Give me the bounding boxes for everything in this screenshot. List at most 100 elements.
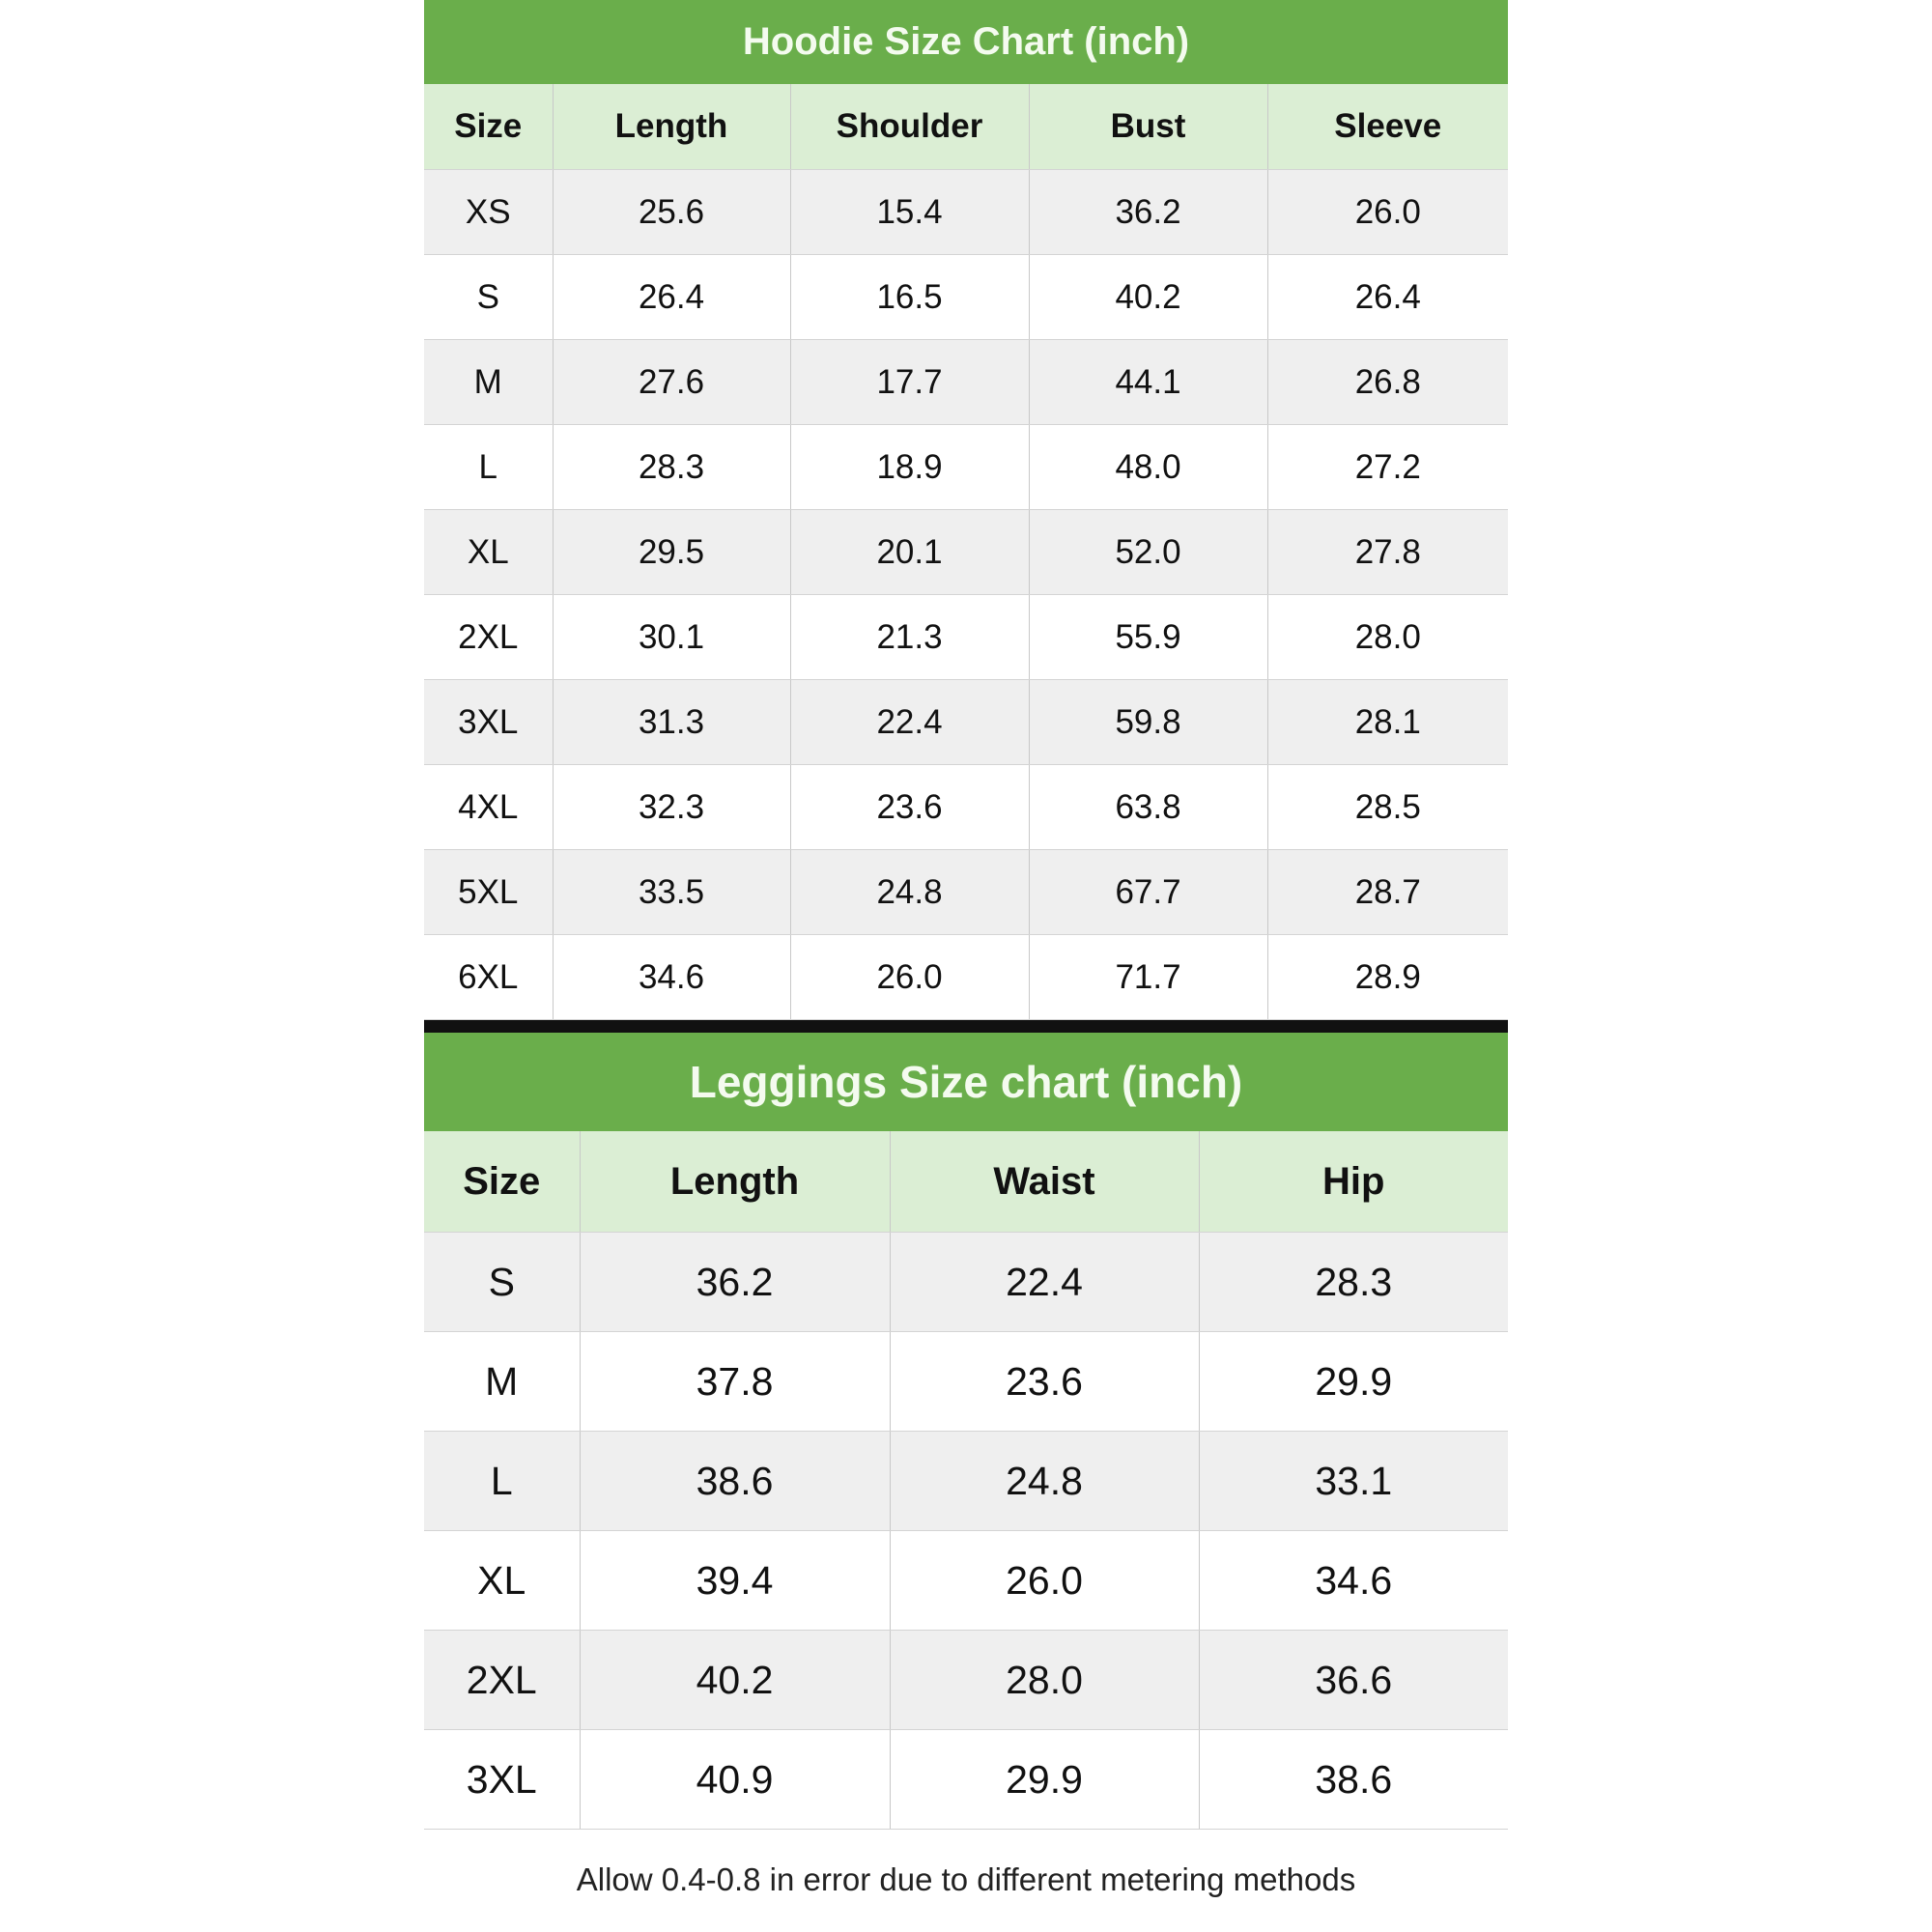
measurement-cell: 26.8 [1267,339,1508,425]
table-row: XL 29.5 20.1 52.0 27.8 [424,509,1508,595]
size-cell: 5XL [424,849,554,935]
measurement-cell: 52.0 [1029,509,1268,595]
measurement-cell: 48.0 [1029,424,1268,510]
measurement-cell: 37.8 [580,1331,891,1432]
measurement-cell: 23.6 [790,764,1030,850]
measurement-cell: 26.0 [790,934,1030,1020]
measurement-cell: 28.9 [1267,934,1508,1020]
column-header: Sleeve [1267,84,1508,170]
measurement-cell: 26.0 [890,1530,1200,1631]
measurement-cell: 38.6 [1199,1729,1508,1830]
size-cell: 2XL [424,1630,581,1730]
measurement-cell: 16.5 [790,254,1030,340]
measurement-cell: 21.3 [790,594,1030,680]
hoodie-header-row: Size Length Shoulder Bust Sleeve [424,84,1508,170]
column-header: Size [424,84,554,170]
measurement-cell: 29.9 [1199,1331,1508,1432]
measurement-cell: 38.6 [580,1431,891,1531]
measurement-cell: 23.6 [890,1331,1200,1432]
measurement-cell: 31.3 [553,679,791,765]
size-cell: XL [424,509,554,595]
size-cell: 3XL [424,1729,581,1830]
measurement-cell: 36.6 [1199,1630,1508,1730]
measurement-cell: 40.9 [580,1729,891,1830]
size-cell: M [424,1331,581,1432]
table-row: 6XL 34.6 26.0 71.7 28.9 [424,934,1508,1020]
measurement-cell: 28.1 [1267,679,1508,765]
column-header: Length [580,1131,891,1233]
table-row: 4XL 32.3 23.6 63.8 28.5 [424,764,1508,850]
column-header: Length [553,84,791,170]
measurement-cell: 20.1 [790,509,1030,595]
measurement-cell: 24.8 [890,1431,1200,1531]
measurement-cell: 27.6 [553,339,791,425]
size-cell: 3XL [424,679,554,765]
hoodie-table: Size Length Shoulder Bust Sleeve XS 25.6 15.4 3… [424,84,1508,1020]
table-row: XL 39.4 26.0 34.6 [424,1530,1508,1631]
measurement-cell: 24.8 [790,849,1030,935]
measurement-cell: 36.2 [580,1232,891,1332]
measurement-cell: 27.8 [1267,509,1508,595]
measurement-cell: 29.5 [553,509,791,595]
measurement-cell: 36.2 [1029,169,1268,255]
measurement-cell: 34.6 [553,934,791,1020]
measurement-cell: 71.7 [1029,934,1268,1020]
table-row: XS 25.6 15.4 36.2 26.0 [424,169,1508,255]
column-header: Shoulder [790,84,1030,170]
measurement-cell: 28.0 [890,1630,1200,1730]
table-row: 2XL 40.2 28.0 36.6 [424,1630,1508,1730]
measurement-cell: 22.4 [890,1232,1200,1332]
measurement-cell: 28.0 [1267,594,1508,680]
measurement-cell: 28.3 [1199,1232,1508,1332]
measurement-cell: 55.9 [1029,594,1268,680]
size-cell: 4XL [424,764,554,850]
measurement-cell: 22.4 [790,679,1030,765]
section-divider [424,1020,1508,1033]
leggings-header-row: Size Length Waist Hip [424,1131,1508,1233]
measurement-cell: 40.2 [1029,254,1268,340]
measurement-cell: 26.4 [1267,254,1508,340]
measurement-cell: 28.7 [1267,849,1508,935]
size-cell: XL [424,1530,581,1631]
leggings-table: Size Length Waist Hip S 36.2 22.4 28.3 M 37.8 23.… [424,1131,1508,1830]
hoodie-title: Hoodie Size Chart (inch) [424,0,1508,84]
size-cell: S [424,1232,581,1332]
table-row: S 36.2 22.4 28.3 [424,1232,1508,1332]
leggings-title: Leggings Size chart (inch) [424,1033,1508,1131]
measurement-cell: 39.4 [580,1530,891,1631]
table-row: M 37.8 23.6 29.9 [424,1331,1508,1432]
measurement-cell: 33.1 [1199,1431,1508,1531]
table-row: 5XL 33.5 24.8 67.7 28.7 [424,849,1508,935]
table-row: S 26.4 16.5 40.2 26.4 [424,254,1508,340]
measurement-cell: 26.4 [553,254,791,340]
column-header: Waist [890,1131,1200,1233]
table-row: M 27.6 17.7 44.1 26.8 [424,339,1508,425]
size-cell: XS [424,169,554,255]
size-cell: L [424,424,554,510]
measurement-cell: 28.3 [553,424,791,510]
measurement-cell: 59.8 [1029,679,1268,765]
size-cell: S [424,254,554,340]
measurement-cell: 40.2 [580,1630,891,1730]
measurement-cell: 44.1 [1029,339,1268,425]
table-row: 3XL 40.9 29.9 38.6 [424,1729,1508,1830]
column-header: Size [424,1131,581,1233]
table-row: L 28.3 18.9 48.0 27.2 [424,424,1508,510]
footer-note: Allow 0.4-0.8 in error due to different … [576,1861,1356,1897]
measurement-cell: 27.2 [1267,424,1508,510]
measurement-cell: 18.9 [790,424,1030,510]
column-header: Hip [1199,1131,1508,1233]
table-row: 2XL 30.1 21.3 55.9 28.0 [424,594,1508,680]
measurement-cell: 17.7 [790,339,1030,425]
measurement-cell: 30.1 [553,594,791,680]
column-header: Bust [1029,84,1268,170]
measurement-cell: 29.9 [890,1729,1200,1830]
table-row: 3XL 31.3 22.4 59.8 28.1 [424,679,1508,765]
measurement-cell: 25.6 [553,169,791,255]
size-cell: 6XL [424,934,554,1020]
size-cell: M [424,339,554,425]
measurement-cell: 33.5 [553,849,791,935]
size-cell: 2XL [424,594,554,680]
measurement-cell: 15.4 [790,169,1030,255]
size-cell: L [424,1431,581,1531]
